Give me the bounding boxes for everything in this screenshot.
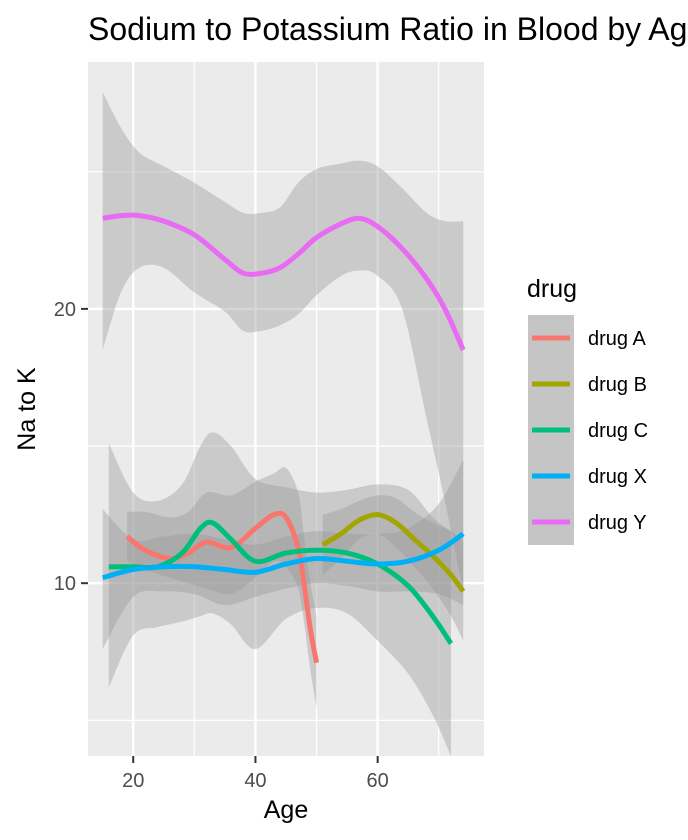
ribbon-drug-y bbox=[102, 92, 464, 592]
x-tick-label: 20 bbox=[122, 770, 144, 792]
y-tick-label: 20 bbox=[54, 299, 76, 321]
line-drug-x bbox=[101, 531, 465, 581]
line-drug-b bbox=[321, 512, 466, 593]
grid-lines bbox=[88, 62, 484, 756]
legend-label: drug B bbox=[588, 374, 647, 396]
ribbon-drug-b bbox=[322, 495, 464, 641]
x-tick-label: 60 bbox=[367, 770, 389, 792]
y-tick-label: 10 bbox=[54, 573, 76, 595]
smooth-lines bbox=[101, 212, 466, 664]
y-axis-title: Na to K bbox=[13, 367, 41, 451]
legend: drug drug A drug B drug C drug X drug Y bbox=[527, 275, 648, 545]
legend-label: drug A bbox=[588, 328, 646, 350]
ribbon-drug-c bbox=[108, 432, 451, 756]
line-drug-c bbox=[108, 519, 454, 645]
ribbon-drug-a bbox=[127, 467, 317, 707]
legend-label: drug C bbox=[588, 420, 648, 442]
line-drug-a bbox=[125, 510, 320, 664]
legend-label: drug X bbox=[588, 466, 647, 488]
axes: 20 40 60 10 20 bbox=[54, 299, 389, 792]
plot-panel bbox=[88, 62, 484, 756]
legend-item-drug-x: drug X bbox=[528, 453, 647, 499]
x-axis-title: Age bbox=[264, 796, 308, 824]
legend-title: drug bbox=[527, 275, 577, 303]
legend-item-drug-c: drug C bbox=[528, 407, 648, 453]
legend-item-drug-b: drug B bbox=[528, 361, 647, 407]
chart-title: Sodium to Potassium Ratio in Blood by Ag… bbox=[88, 11, 688, 47]
legend-label: drug Y bbox=[588, 512, 647, 534]
line-drug-y bbox=[102, 212, 466, 352]
legend-item-drug-y: drug Y bbox=[528, 499, 647, 545]
legend-item-drug-a: drug A bbox=[528, 315, 646, 361]
x-tick-label: 40 bbox=[244, 770, 266, 792]
